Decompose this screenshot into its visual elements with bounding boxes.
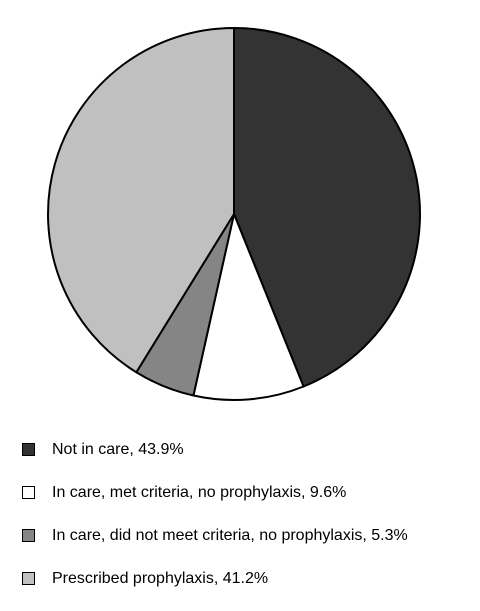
legend-label: Prescribed prophylaxis, 41.2%: [52, 569, 269, 587]
slice-not-in-care: [233, 27, 421, 388]
legend-item-met-criteria: In care, met criteria, no prophylaxis, 9…: [22, 471, 408, 514]
legend-label: Not in care, 43.9%: [52, 440, 184, 458]
legend-swatch: [22, 529, 35, 542]
slice-prescribed: [47, 27, 235, 374]
legend-label: In care, met criteria, no prophylaxis, 9…: [52, 483, 347, 501]
pie-chart: [47, 27, 421, 401]
slice-met-criteria: [192, 213, 305, 401]
legend-item-did-not-meet-criteria: In care, did not meet criteria, no proph…: [22, 514, 408, 557]
legend-item-not-in-care: Not in care, 43.9%: [22, 428, 408, 471]
legend-swatch: [22, 572, 35, 585]
legend-swatch: [22, 443, 35, 456]
legend-swatch: [22, 486, 35, 499]
legend-label: In care, did not meet criteria, no proph…: [52, 526, 408, 544]
legend: Not in care, 43.9% In care, met criteria…: [22, 428, 408, 600]
legend-item-prescribed: Prescribed prophylaxis, 41.2%: [22, 557, 408, 600]
